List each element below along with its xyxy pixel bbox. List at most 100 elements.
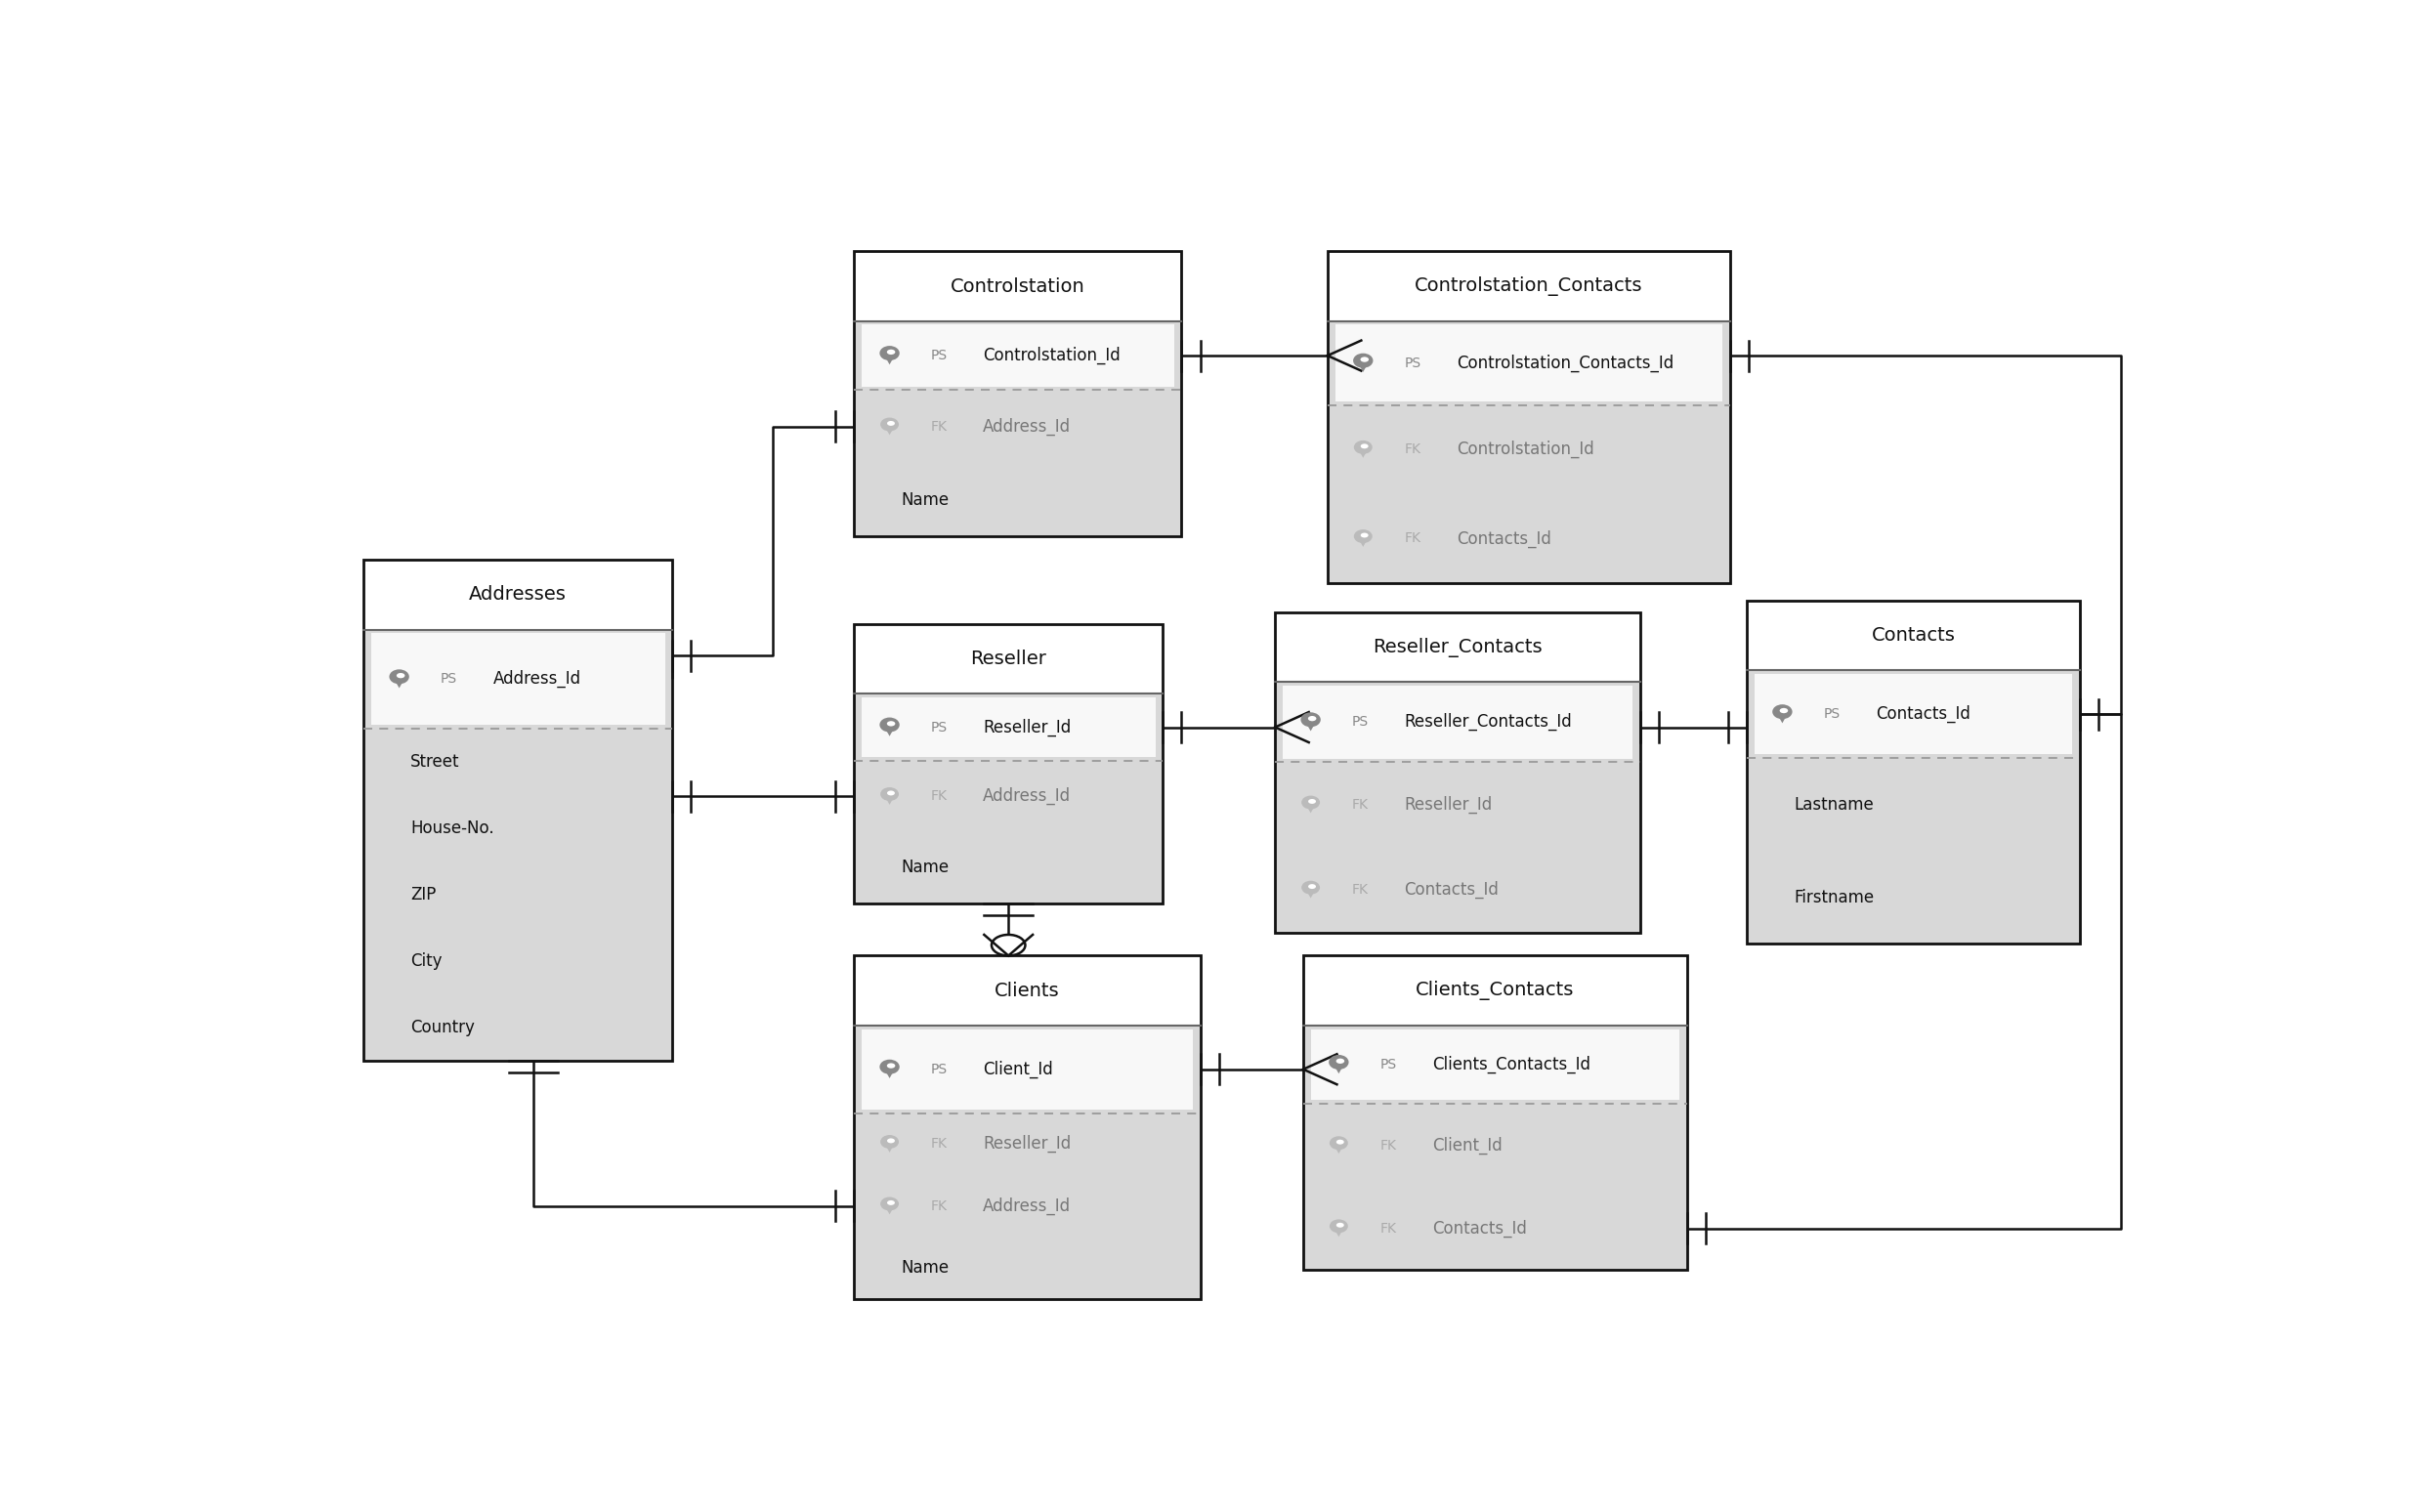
Text: PS: PS (930, 1063, 947, 1077)
Bar (1328, 321, 1729, 584)
Ellipse shape (1360, 357, 1369, 361)
Text: Reseller_Id: Reseller_Id (983, 1136, 1072, 1154)
Ellipse shape (881, 417, 898, 431)
Ellipse shape (886, 791, 896, 795)
Text: PS: PS (440, 673, 456, 686)
Polygon shape (884, 1143, 894, 1152)
Ellipse shape (1773, 705, 1792, 720)
Text: FK: FK (1403, 532, 1420, 546)
Polygon shape (884, 726, 896, 736)
Text: Reseller_Id: Reseller_Id (1403, 795, 1492, 813)
Ellipse shape (879, 1060, 898, 1074)
Text: Address_Id: Address_Id (983, 1198, 1072, 1216)
Text: City: City (411, 953, 442, 969)
Ellipse shape (1780, 708, 1787, 714)
Text: Street: Street (411, 753, 459, 771)
Ellipse shape (1335, 1140, 1345, 1145)
Polygon shape (884, 1205, 894, 1214)
Text: PS: PS (930, 720, 947, 733)
Ellipse shape (886, 1201, 896, 1205)
Text: PS: PS (930, 349, 947, 363)
Bar (1335, 325, 1722, 402)
Polygon shape (884, 355, 896, 364)
Ellipse shape (389, 670, 408, 683)
Bar (862, 325, 1174, 387)
Polygon shape (1333, 1228, 1343, 1237)
Polygon shape (394, 679, 406, 688)
Ellipse shape (1335, 1223, 1345, 1228)
Ellipse shape (1302, 881, 1321, 895)
Bar (1275, 682, 1640, 933)
Ellipse shape (1309, 715, 1316, 721)
Text: ZIP: ZIP (411, 886, 437, 903)
Ellipse shape (886, 349, 896, 355)
Text: Clients_Contacts: Clients_Contacts (1415, 981, 1575, 1001)
Text: Clients_Contacts_Id: Clients_Contacts_Id (1432, 1055, 1591, 1074)
Text: FK: FK (1379, 1139, 1396, 1152)
Ellipse shape (1328, 1055, 1348, 1069)
Text: Name: Name (901, 1259, 949, 1278)
Bar (1746, 600, 2079, 943)
Ellipse shape (881, 788, 898, 801)
Text: FK: FK (1379, 1222, 1396, 1235)
Text: Contacts_Id: Contacts_Id (1403, 881, 1500, 898)
Bar (365, 559, 671, 1060)
Bar (1328, 251, 1729, 321)
Text: FK: FK (930, 1137, 947, 1151)
Text: PS: PS (1403, 357, 1420, 370)
Polygon shape (1307, 804, 1316, 813)
Text: FK: FK (1352, 798, 1369, 812)
Text: FK: FK (930, 1199, 947, 1213)
Polygon shape (1357, 538, 1369, 547)
Text: Controlstation: Controlstation (952, 277, 1084, 295)
Text: Country: Country (411, 1019, 476, 1036)
Ellipse shape (396, 673, 406, 679)
Bar (855, 956, 1200, 1025)
Text: Client_Id: Client_Id (1432, 1137, 1502, 1154)
Bar (1746, 600, 2079, 670)
Bar (855, 624, 1164, 903)
Bar (855, 624, 1164, 694)
Bar (1311, 1030, 1678, 1101)
Polygon shape (884, 1069, 896, 1078)
Ellipse shape (881, 1198, 898, 1211)
Polygon shape (1777, 714, 1787, 723)
Ellipse shape (1309, 885, 1316, 889)
Ellipse shape (886, 721, 896, 726)
Ellipse shape (1360, 532, 1369, 538)
Bar (1275, 612, 1640, 933)
Bar (855, 251, 1181, 537)
Text: FK: FK (1403, 443, 1420, 457)
Bar (1275, 612, 1640, 682)
Text: Address_Id: Address_Id (983, 788, 1072, 806)
Text: Address_Id: Address_Id (493, 670, 582, 688)
Text: FK: FK (930, 789, 947, 803)
Text: Reseller_Contacts_Id: Reseller_Contacts_Id (1403, 714, 1572, 730)
Polygon shape (1357, 363, 1369, 372)
Text: Controlstation_Id: Controlstation_Id (1456, 440, 1594, 458)
Bar (1753, 674, 2072, 754)
Polygon shape (884, 795, 894, 804)
Ellipse shape (1302, 712, 1321, 727)
Text: Address_Id: Address_Id (983, 417, 1072, 435)
Bar (1304, 1025, 1688, 1270)
Ellipse shape (1302, 795, 1321, 809)
Bar (365, 629, 671, 1060)
Ellipse shape (881, 1136, 898, 1149)
Ellipse shape (1355, 529, 1372, 543)
Ellipse shape (886, 1063, 896, 1069)
Bar (855, 321, 1181, 537)
Polygon shape (1304, 721, 1316, 732)
Text: Client_Id: Client_Id (983, 1060, 1053, 1078)
Bar (1282, 685, 1633, 759)
Text: PS: PS (1379, 1058, 1396, 1072)
Ellipse shape (886, 1139, 896, 1143)
Ellipse shape (1355, 440, 1372, 454)
Text: Clients: Clients (995, 981, 1060, 999)
Bar (1304, 956, 1688, 1270)
Bar (855, 251, 1181, 321)
Polygon shape (1357, 449, 1369, 458)
Ellipse shape (886, 420, 896, 426)
Bar (855, 694, 1164, 903)
Bar (1304, 956, 1688, 1025)
